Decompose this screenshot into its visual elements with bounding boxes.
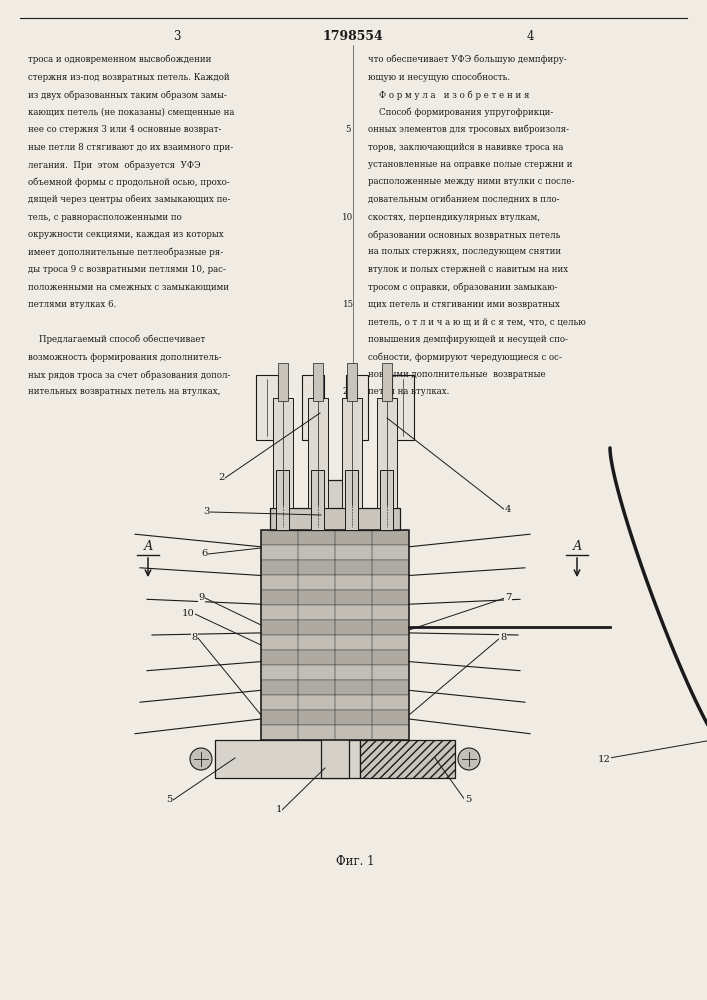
Text: 7: 7: [505, 593, 511, 602]
Bar: [261, 530, 409, 740]
Text: втулок и полых стержней с навитым на них: втулок и полых стержней с навитым на них: [368, 265, 568, 274]
Text: 4: 4: [526, 30, 534, 43]
Text: А: А: [572, 540, 582, 553]
Bar: [261, 590, 409, 605]
Text: довательным огибанием последних в пло-: довательным огибанием последних в пло-: [368, 195, 559, 204]
Bar: [261, 695, 409, 710]
Bar: [382, 363, 392, 401]
Text: петли на втулках.: петли на втулках.: [368, 387, 450, 396]
Text: стержня из-под возвратных петель. Каждой: стержня из-под возвратных петель. Каждой: [28, 73, 230, 82]
Text: на полых стержнях, последующем снятии: на полых стержнях, последующем снятии: [368, 247, 561, 256]
Bar: [321, 480, 349, 778]
Bar: [313, 363, 322, 401]
Bar: [256, 375, 278, 440]
Text: из двух образованных таким образом замы-: из двух образованных таким образом замы-: [28, 90, 227, 100]
Text: ющую и несущую способность.: ющую и несущую способность.: [368, 73, 510, 82]
Bar: [273, 398, 293, 508]
Text: 2: 2: [218, 474, 225, 483]
Bar: [261, 620, 409, 635]
Text: 1: 1: [276, 806, 282, 814]
Text: 4: 4: [505, 506, 511, 514]
Text: петлями втулках 6.: петлями втулках 6.: [28, 300, 116, 309]
Text: ных рядов троса за счет образования допол-: ных рядов троса за счет образования допо…: [28, 370, 230, 379]
Text: щих петель и стягивании ими возвратных: щих петель и стягивании ими возвратных: [368, 300, 560, 309]
Bar: [215, 740, 360, 778]
Bar: [342, 398, 362, 508]
Text: имеет дополнительные петлеобразные ря-: имеет дополнительные петлеобразные ря-: [28, 247, 223, 257]
Text: Фиг. 1: Фиг. 1: [336, 855, 374, 868]
Bar: [261, 665, 409, 680]
Bar: [392, 375, 414, 440]
Text: нительных возвратных петель на втулках,: нительных возвратных петель на втулках,: [28, 387, 221, 396]
Text: повышения демпфирующей и несущей спо-: повышения демпфирующей и несущей спо-: [368, 335, 568, 344]
Text: 10: 10: [342, 213, 354, 222]
Text: нее со стержня 3 или 4 основные возврат-: нее со стержня 3 или 4 основные возврат-: [28, 125, 221, 134]
Text: 1798554: 1798554: [322, 30, 383, 43]
Bar: [261, 605, 409, 620]
Text: новными дополнительные  возвратные: новными дополнительные возвратные: [368, 370, 546, 379]
Bar: [261, 650, 409, 665]
Text: установленные на оправке полые стержни и: установленные на оправке полые стержни и: [368, 160, 573, 169]
Text: Предлагаемый способ обеспечивает: Предлагаемый способ обеспечивает: [28, 335, 205, 344]
Text: собности, формируют чередующиеся с ос-: собности, формируют чередующиеся с ос-: [368, 353, 562, 362]
Text: 3: 3: [204, 508, 210, 516]
Text: торов, заключающийся в навивке троса на: торов, заключающийся в навивке троса на: [368, 142, 563, 151]
Bar: [261, 530, 409, 545]
Text: 3: 3: [173, 30, 181, 43]
Bar: [261, 545, 409, 560]
Circle shape: [190, 748, 212, 770]
Bar: [261, 680, 409, 695]
Text: троса и одновременном высвобождении: троса и одновременном высвобождении: [28, 55, 211, 64]
Text: ды троса 9 с возвратными петлями 10, рас-: ды троса 9 с возвратными петлями 10, рас…: [28, 265, 226, 274]
Text: А: А: [144, 540, 153, 553]
Bar: [302, 375, 324, 440]
Text: легания.  При  этом  образуется  УФЭ: легания. При этом образуется УФЭ: [28, 160, 201, 169]
Text: тросом с оправки, образовании замыкаю-: тросом с оправки, образовании замыкаю-: [368, 282, 558, 292]
Text: окружности секциями, каждая из которых: окружности секциями, каждая из которых: [28, 230, 223, 239]
Text: 10: 10: [182, 609, 195, 618]
Text: возможность формирования дополнитель-: возможность формирования дополнитель-: [28, 353, 221, 361]
Text: 5: 5: [167, 796, 173, 804]
Bar: [377, 398, 397, 508]
Text: Способ формирования упругофрикци-: Способ формирования упругофрикци-: [368, 107, 554, 117]
Text: скостях, перпендикулярных втулкам,: скостях, перпендикулярных втулкам,: [368, 213, 540, 222]
Bar: [276, 470, 289, 530]
Text: ные петли 8 стягивают до их взаимного при-: ные петли 8 стягивают до их взаимного пр…: [28, 142, 233, 151]
Text: тель, с равнорасположенными по: тель, с равнорасположенными по: [28, 213, 182, 222]
Text: расположенные между ними втулки с после-: расположенные между ними втулки с после-: [368, 178, 574, 186]
Text: образовании основных возвратных петель: образовании основных возвратных петель: [368, 230, 561, 239]
Text: 8: 8: [192, 634, 198, 643]
Text: объемной формы с продольной осью, прохо-: объемной формы с продольной осью, прохо-: [28, 178, 230, 187]
Text: 9: 9: [199, 593, 205, 602]
Bar: [312, 470, 325, 530]
Text: 12: 12: [598, 756, 611, 764]
Text: 5: 5: [465, 796, 472, 804]
Bar: [261, 725, 409, 740]
Text: что обеспечивает УФЭ большую демпфиру-: что обеспечивает УФЭ большую демпфиру-: [368, 55, 567, 64]
Text: 5: 5: [345, 125, 351, 134]
Bar: [346, 375, 368, 440]
Bar: [261, 710, 409, 725]
Bar: [261, 560, 409, 575]
Text: 8: 8: [500, 634, 506, 643]
Bar: [360, 740, 455, 778]
Text: 15: 15: [342, 300, 354, 309]
Bar: [308, 398, 328, 508]
Bar: [270, 508, 400, 530]
Bar: [279, 363, 288, 401]
Bar: [261, 635, 409, 650]
Text: петель, о т л и ч а ю щ и й с я тем, что, с целью: петель, о т л и ч а ю щ и й с я тем, что…: [368, 318, 586, 326]
Bar: [380, 470, 394, 530]
Text: кающих петель (не показаны) смещенные на: кающих петель (не показаны) смещенные на: [28, 107, 235, 116]
Text: дящей через центры обеих замыкающих пе-: дящей через центры обеих замыкающих пе-: [28, 195, 230, 205]
Text: 20: 20: [342, 387, 354, 396]
Bar: [261, 575, 409, 590]
Circle shape: [458, 748, 480, 770]
Bar: [347, 363, 356, 401]
Text: Ф о р м у л а   и з о б р е т е н и я: Ф о р м у л а и з о б р е т е н и я: [368, 90, 530, 100]
Text: положенными на смежных с замыкающими: положенными на смежных с замыкающими: [28, 282, 229, 292]
Text: 6: 6: [201, 550, 208, 558]
Text: онных элементов для тросовых виброизоля-: онных элементов для тросовых виброизоля-: [368, 125, 569, 134]
Bar: [346, 470, 358, 530]
